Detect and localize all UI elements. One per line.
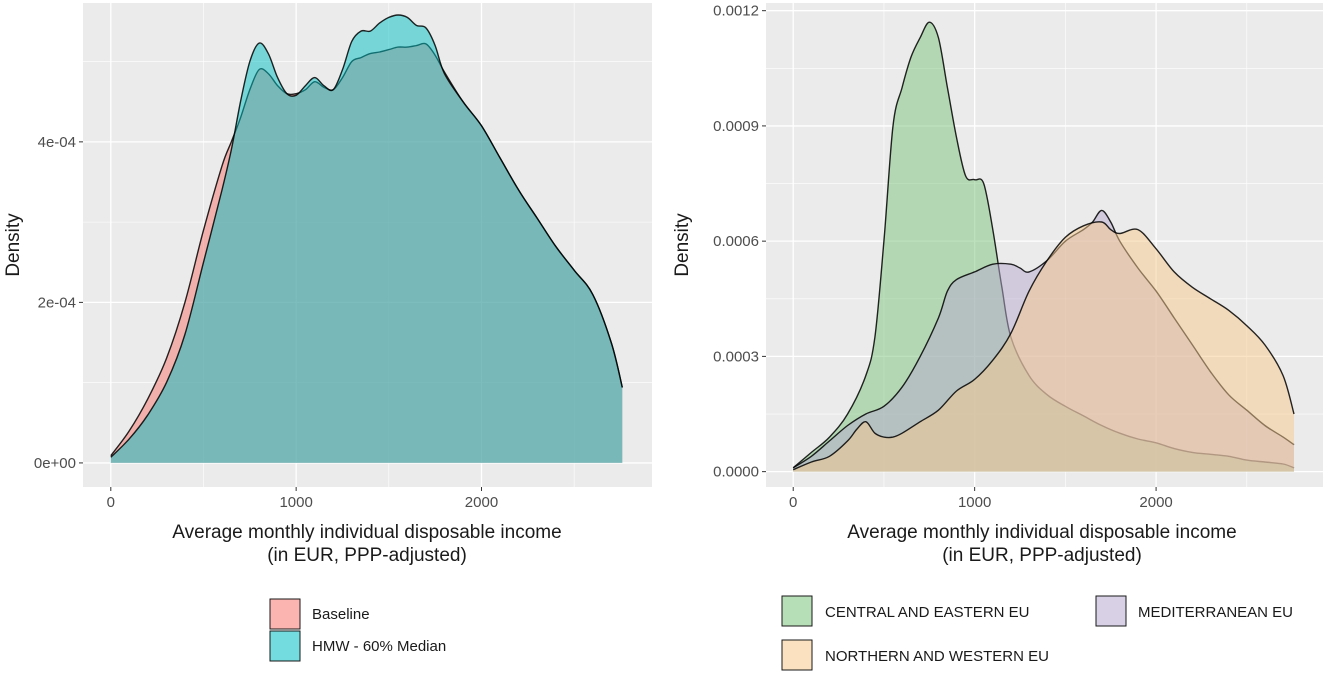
legend-key-northern-western: [781, 639, 813, 671]
right-y-tick-label: 0.0000: [713, 464, 759, 481]
legend-key-central-eastern: [781, 595, 813, 627]
left-y-tick-label: 4e-04: [38, 134, 76, 151]
left-x-tick-label: 2000: [465, 494, 498, 511]
right-chart: 0.0000 0.0003 0.0006 0.0009 0.0012 0 100…: [672, 3, 1323, 671]
right-density-areas: [792, 21, 1295, 472]
left-y-tick-label: 0e+00: [34, 455, 76, 472]
legend-key-mediterranean: [1095, 595, 1127, 627]
legend-key-hmw: [269, 630, 301, 662]
density-area-northern-western: [793, 221, 1294, 472]
legend-label-central-eastern: CENTRAL AND EASTERN EU: [825, 604, 1030, 621]
right-x-tick-label: 1000: [958, 494, 991, 511]
left-density-areas: [110, 14, 623, 463]
left-x-tick-label: 1000: [279, 494, 312, 511]
left-x-tick-label: 0: [107, 494, 115, 511]
density-area-hmw: [110, 15, 623, 463]
legend-label-mediterranean: MEDITERRANEAN EU: [1138, 604, 1293, 621]
right-x-tick-label: 0: [789, 494, 797, 511]
right-legend: CENTRAL AND EASTERN EU MEDITERRANEAN EU …: [781, 595, 1293, 671]
legend-label-baseline: Baseline: [312, 606, 370, 623]
right-y-tick-label: 0.0003: [713, 348, 759, 365]
right-y-tick-label: 0.0012: [713, 3, 759, 20]
left-chart: 0e+00 2e-04 4e-04 0 1000 2000 Average mo…: [3, 3, 652, 662]
right-y-axis: 0.0000 0.0003 0.0006 0.0009 0.0012: [713, 3, 759, 481]
legend-label-northern-western: NORTHERN AND WESTERN EU: [825, 648, 1049, 665]
left-y-axis-title: Density: [3, 213, 24, 277]
right-x-axis-title-line1: Average monthly individual disposable in…: [847, 522, 1236, 543]
left-x-axis-title-line1: Average monthly individual disposable in…: [172, 522, 561, 543]
right-x-axis-title-line2: (in EUR, PPP-adjusted): [942, 545, 1142, 566]
legend-label-hmw: HMW - 60% Median: [312, 638, 446, 655]
density-outline-hmw: [110, 14, 623, 458]
left-x-axis: 0 1000 2000: [107, 494, 499, 511]
left-y-tick-label: 2e-04: [38, 294, 76, 311]
right-y-axis-title: Density: [672, 213, 693, 277]
right-y-tick-label: 0.0009: [713, 118, 759, 135]
left-y-axis: 0e+00 2e-04 4e-04: [34, 134, 76, 472]
left-x-axis-title-line2: (in EUR, PPP-adjusted): [267, 545, 467, 566]
left-legend: Baseline HMW - 60% Median: [269, 598, 446, 662]
right-y-tick-label: 0.0006: [713, 233, 759, 250]
right-x-axis: 0 1000 2000: [789, 494, 1173, 511]
density-outline-northern-western: [792, 221, 1295, 471]
right-x-tick-label: 2000: [1139, 494, 1172, 511]
legend-key-baseline: [269, 598, 301, 630]
